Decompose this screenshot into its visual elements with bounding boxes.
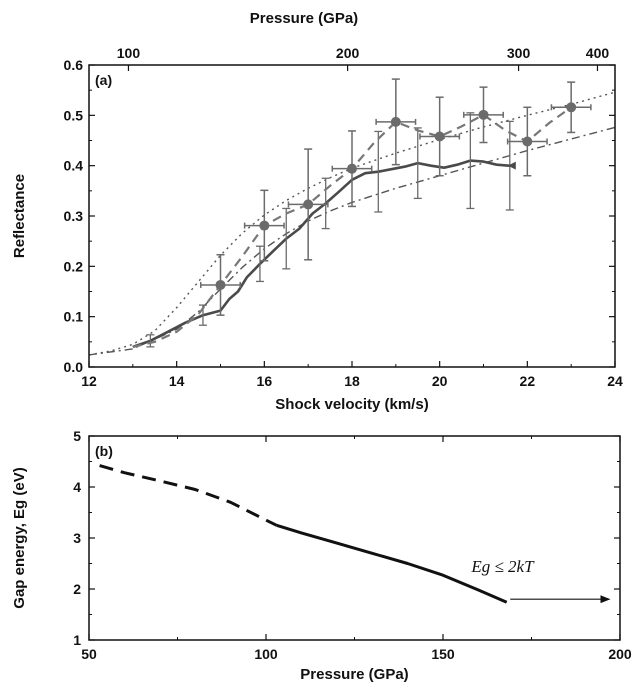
panel-b-y-tick-label: 3 [73,530,81,546]
panel-b-y-axis-title: Gap energy, Eg (eV) [11,467,28,608]
panel-a-y-tick-label: 0.2 [64,258,84,274]
panel-b-series-line [276,523,508,604]
panel-a-data-point [303,199,314,210]
panel-a-frame [88,64,616,368]
panel-a-y-axis-title: Reflectance [11,174,28,258]
panel-b-frame [88,435,621,641]
panel-b-y-tick-label: 5 [73,428,81,444]
panel-b-series-line [99,464,278,527]
panel-a-y-tick-label: 0.6 [64,57,84,73]
panel-a-series-line [88,126,616,356]
panel-b-y-tick-label: 1 [73,632,81,648]
panel-b-x-axis-title: Pressure (GPa) [300,666,408,683]
panel-b-label: (b) [95,443,113,459]
panel-b-x-tick-label: 50 [81,646,97,662]
panel-a-data-point [347,163,357,174]
panel-a-series [88,78,616,356]
panel-a-data-point [215,279,226,290]
panel-b-annotation: Eg ≤ 2kT [470,557,535,576]
panel-a-x-axis-title: Shock velocity (km/s) [275,396,428,413]
panel-a-data-point [478,109,489,120]
panel-a-data-point [522,136,533,147]
panel-a-x-tick-label: 22 [520,373,536,389]
panel-b-x-tick-label: 200 [608,646,632,662]
panel-a-y-tick-label: 0.5 [64,107,84,123]
panel-a-data-point [390,116,401,127]
panel-a-x-tick-label: 18 [344,373,360,389]
panel-b: 50 100 150 200 1 2 3 4 5 (b) Pressure (GPa) Gap … [11,428,632,683]
panel-a-x-tick-label: 12 [81,373,97,389]
panel-a-top-tick-label: 400 [586,45,610,61]
panel-a-y-tick-label: 0.3 [64,208,84,224]
panel-a-ticks: 12 14 16 18 20 22 24 0.0 0.1 0.2 0.3 0.4 0.5 0.6 100 20… [64,45,623,389]
panel-a-data-point [434,131,445,142]
panel-a-x-tick-label: 16 [257,373,273,389]
panel-b-ticks: 50 100 150 200 1 2 3 4 5 [73,428,632,662]
panel-a-top-tick-label: 300 [507,45,531,61]
panel-a-top-axis-title: Pressure (GPa) [250,10,358,27]
panel-a-data-point [566,102,577,113]
panel-a-label: (a) [95,72,112,88]
panel-a-y-tick-label: 0.1 [64,309,84,325]
panel-b-x-tick-label: 150 [431,646,455,662]
panel-b-y-tick-label: 4 [73,479,81,495]
panel-a-top-tick-label: 200 [336,45,360,61]
panel-a-y-tick-label: 0.0 [64,359,84,375]
panel-a: 12 14 16 18 20 22 24 0.0 0.1 0.2 0.3 0.4 0.5 0.6 100 20… [11,10,623,413]
panel-b-x-tick-label: 100 [254,646,278,662]
panel-b-y-tick-label: 2 [73,581,81,597]
panel-b-series [99,464,508,604]
panel-a-y-tick-label: 0.4 [64,158,84,174]
panel-a-x-tick-label: 24 [607,373,623,389]
panel-a-x-tick-label: 20 [432,373,448,389]
panel-a-x-tick-label: 14 [169,373,185,389]
panel-a-line-end-marker [507,161,516,170]
panel-a-top-tick-label: 100 [117,45,141,61]
panel-a-data-point [259,220,270,231]
